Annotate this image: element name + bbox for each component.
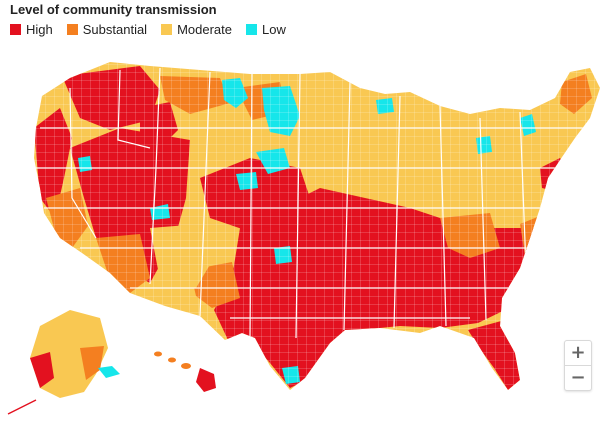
zoom-in-button[interactable]: + — [570, 342, 586, 363]
alaska[interactable] — [7, 310, 120, 415]
us-county-map[interactable] — [0, 48, 610, 418]
zoom-control: + − — [564, 340, 592, 391]
aleutian-islands — [7, 399, 37, 415]
alaska-substantial — [80, 346, 104, 380]
legend-label-substantial: Substantial — [82, 22, 148, 37]
legend-item-low: Low — [246, 22, 286, 37]
legend-label-moderate: Moderate — [177, 22, 232, 37]
hawaii[interactable] — [154, 351, 216, 393]
zoom-out-button[interactable]: − — [565, 365, 591, 390]
legend-swatch-substantial — [66, 24, 78, 35]
map-title: Level of community transmission — [10, 2, 217, 17]
hawaii-island-maui — [181, 363, 191, 369]
legend-swatch-low — [246, 24, 257, 35]
alaska-low — [98, 366, 120, 378]
legend-item-high: High — [10, 22, 53, 37]
hawaii-island-oahu — [168, 357, 176, 363]
legend-swatch-moderate — [161, 24, 173, 35]
legend-item-substantial: Substantial — [66, 22, 148, 37]
legend-swatch-high — [10, 24, 21, 35]
hawaii-island-big — [196, 368, 216, 392]
state-borders — [36, 67, 590, 339]
hawaii-island-kauai — [154, 351, 162, 357]
legend-label-high: High — [26, 22, 53, 37]
map-container[interactable] — [0, 48, 610, 418]
alaska-high — [30, 352, 54, 388]
legend-item-moderate: Moderate — [161, 22, 232, 37]
legend-label-low: Low — [262, 22, 286, 37]
legend: High Substantial Moderate Low — [10, 22, 286, 37]
